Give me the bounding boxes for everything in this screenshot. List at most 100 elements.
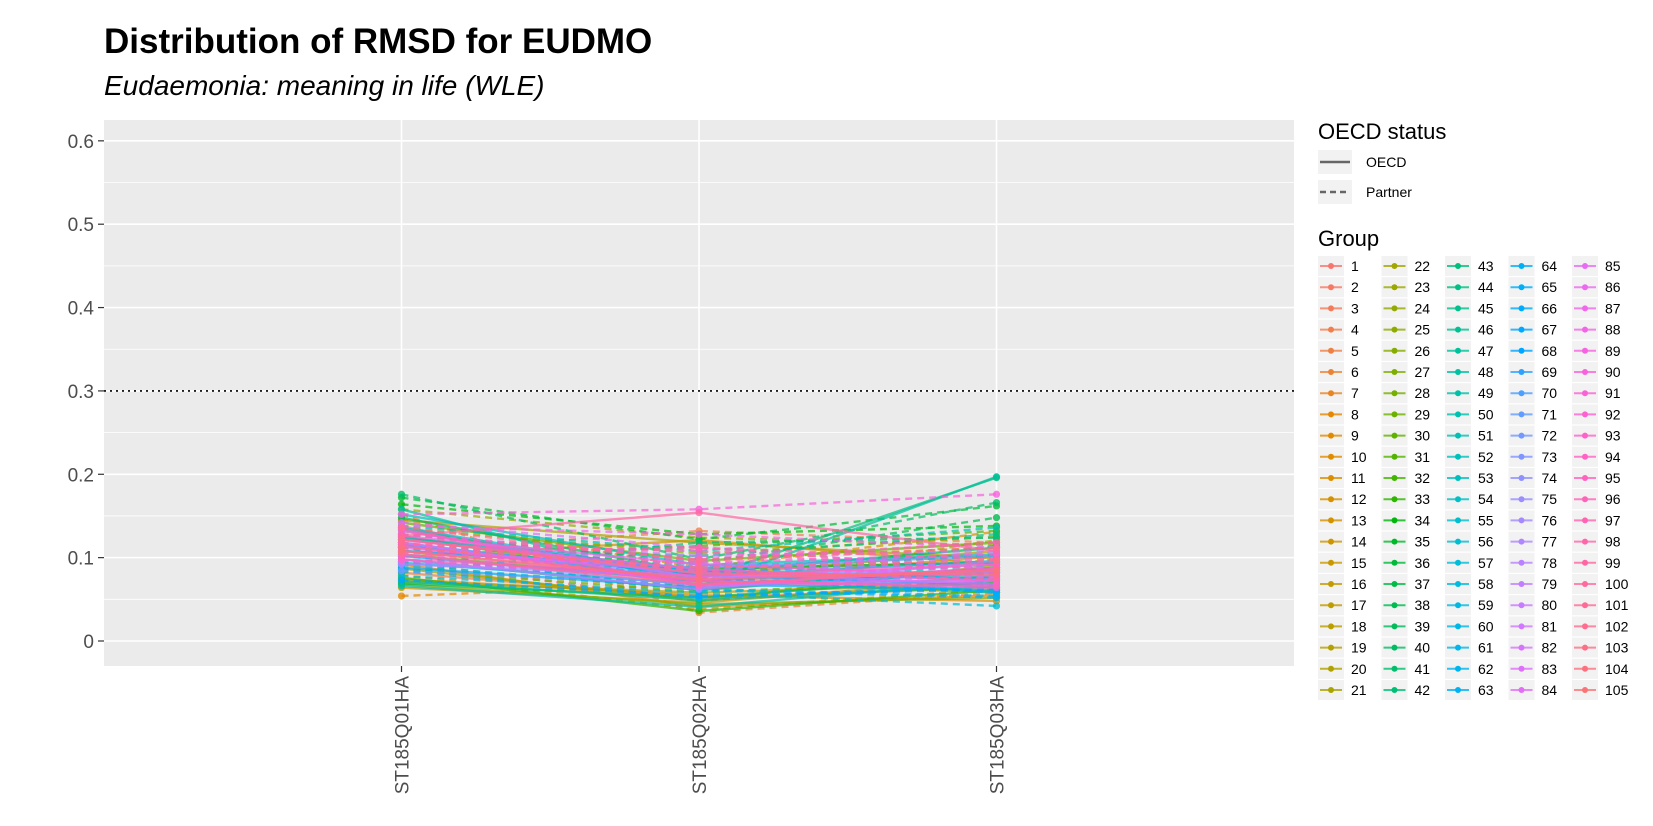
- legend-key-point: [1455, 623, 1461, 630]
- legend-key-point: [1518, 263, 1525, 269]
- legend-key-point: [1391, 284, 1398, 291]
- legend-key-point: [1391, 475, 1398, 481]
- legend-key-point: [1455, 559, 1461, 566]
- legend-key-point: [1391, 326, 1398, 333]
- legend-key-point: [1455, 538, 1461, 545]
- legend-group-label: 2: [1351, 279, 1359, 295]
- series-line-104: [401, 546, 997, 569]
- legend-group-label: 18: [1351, 618, 1367, 634]
- legend-group-label: 60: [1478, 618, 1494, 634]
- legend-group-label: 35: [1415, 534, 1431, 550]
- legend-group-label: 65: [1542, 279, 1558, 295]
- legend-key-point: [1328, 623, 1334, 630]
- legend-key-point: [1518, 496, 1525, 503]
- legend-group-label: 27: [1415, 364, 1431, 380]
- series-point-56: [992, 602, 1001, 610]
- legend-group-label: 6: [1351, 364, 1359, 380]
- x-tick-label: ST185Q03HA: [988, 676, 1009, 795]
- legend-group-label: 62: [1478, 661, 1494, 677]
- legend-group-label: 99: [1605, 555, 1621, 571]
- legend-linetype-title: OECD status: [1318, 119, 1446, 144]
- legend-group-label: 7: [1351, 385, 1359, 401]
- series-line-68: [401, 578, 997, 598]
- legend-key-point: [1582, 517, 1588, 524]
- legend-key-point: [1328, 263, 1334, 269]
- legend-key-point: [1328, 347, 1334, 354]
- legend-group-label: 98: [1605, 534, 1621, 550]
- legend-group-label: 1: [1351, 258, 1359, 274]
- legend-key-point: [1391, 559, 1398, 566]
- legend-key-point: [1518, 602, 1525, 609]
- legend-key-point: [1328, 411, 1334, 418]
- legend-key-point: [1328, 390, 1334, 397]
- legend-key-point: [1328, 284, 1334, 291]
- legend-group-label: 95: [1605, 470, 1621, 486]
- legend-key-point: [1455, 602, 1461, 609]
- legend-group-label: 56: [1478, 534, 1494, 550]
- legend-group-label: 45: [1478, 300, 1494, 316]
- y-tick-label: 0.2: [68, 465, 94, 486]
- legend-key-point: [1328, 602, 1334, 609]
- legend-key-point: [1328, 326, 1334, 333]
- legend-key-point: [1455, 369, 1461, 375]
- legend-group-label: 57: [1478, 555, 1494, 571]
- legend-key-point: [1455, 305, 1461, 312]
- legend-key-point: [1328, 432, 1334, 439]
- legend-key-point: [1455, 475, 1461, 481]
- series-point-38: [992, 514, 1001, 522]
- legend-key-point: [1518, 347, 1525, 354]
- series-line-50: [401, 524, 997, 553]
- legend-group-label: 102: [1605, 618, 1629, 634]
- series-point-97: [992, 582, 1001, 590]
- legend-key-point: [1518, 581, 1525, 587]
- y-tick-label: 0.5: [68, 215, 94, 236]
- legend-group-label: 8: [1351, 406, 1359, 422]
- legend-group-label: 91: [1605, 385, 1621, 401]
- legend-group-label: 96: [1605, 491, 1621, 507]
- legend-key-point: [1518, 644, 1525, 651]
- legend-group-label: 88: [1605, 322, 1621, 338]
- legend-key-point: [1518, 326, 1525, 333]
- legend-group-label: 86: [1605, 279, 1621, 295]
- legend-group-label: 25: [1415, 322, 1431, 338]
- y-tick-label: 0.4: [68, 299, 95, 320]
- legend-key-point: [1455, 347, 1461, 354]
- series-point-102: [397, 524, 406, 532]
- legend-group-label: 82: [1542, 640, 1558, 656]
- legend-group-label: 79: [1542, 576, 1558, 592]
- legend-key-point: [1455, 581, 1461, 587]
- legend-key-point: [1518, 538, 1525, 545]
- legend-key-point: [1455, 687, 1461, 693]
- series-point-103: [695, 569, 703, 578]
- legend-group-label: 24: [1415, 300, 1431, 316]
- legend-key-point: [1518, 517, 1525, 524]
- legend-group-label: 34: [1415, 512, 1431, 528]
- legend-group-label: 84: [1542, 682, 1558, 698]
- legend-key-point: [1518, 390, 1525, 397]
- legend-group-label: 13: [1351, 512, 1367, 528]
- legend-key-point: [1391, 623, 1398, 630]
- y-tick-label: 0.1: [68, 549, 94, 570]
- legend-key-point: [1518, 305, 1525, 312]
- legend-group-label: 40: [1415, 640, 1431, 656]
- legend-group-label: 89: [1605, 343, 1621, 359]
- legend-group-label: 37: [1415, 576, 1431, 592]
- legend-key-point: [1391, 305, 1398, 312]
- legend-group-label: 3: [1351, 300, 1359, 316]
- series-point-101: [695, 580, 703, 588]
- legend-key-point: [1391, 263, 1398, 269]
- legend-key-point: [1518, 369, 1525, 375]
- legend-group-label: 5: [1351, 343, 1359, 359]
- series-point-42: [695, 539, 703, 547]
- legend-group-label: 41: [1415, 661, 1431, 677]
- legend-key-point: [1518, 665, 1525, 672]
- legend-group-label: 48: [1478, 364, 1494, 380]
- series-layer: [397, 473, 1001, 617]
- series-point-105: [695, 575, 703, 583]
- y-tick-label: 0: [83, 632, 94, 653]
- legend-group-label: 44: [1478, 279, 1494, 295]
- legend-key-point: [1582, 559, 1588, 566]
- series-point-47: [992, 473, 1001, 481]
- legend-group-label: 4: [1351, 322, 1359, 338]
- legend-group-label: 49: [1478, 385, 1494, 401]
